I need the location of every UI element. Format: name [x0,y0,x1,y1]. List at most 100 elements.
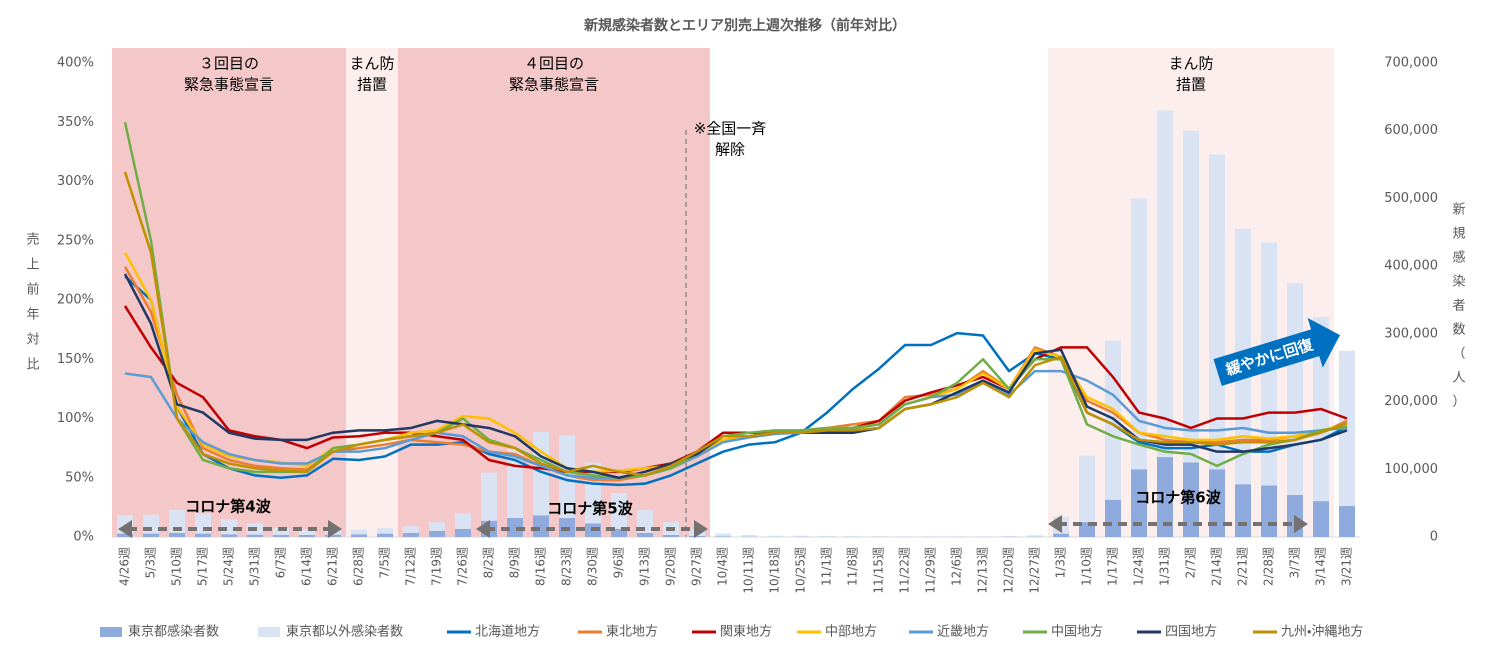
x-tick-label: 11/1週 [820,547,834,586]
x-tick-label: 12/27週 [1028,547,1042,594]
bar [169,533,185,537]
y2-tick-label: 300,000 [1384,326,1438,341]
x-tick-label: 1/10週 [1080,547,1094,586]
bar [403,526,419,533]
legend-swatch [258,627,280,637]
x-tick-label: 2/14週 [1210,547,1224,586]
bar [325,535,341,537]
x-tick-label: 12/6週 [950,547,964,586]
legend-label: 関東地方 [720,624,772,640]
bar [377,528,393,533]
wave-label: コロナ第5波 [547,500,633,518]
bar [689,536,705,537]
bar [715,536,731,537]
y-axis-title: 年 [26,308,39,323]
bar [1105,341,1121,500]
x-tick-label: 8/16週 [534,547,548,586]
x-tick-label: 11/22週 [898,547,912,594]
y2-tick-label: 0 [1430,530,1438,545]
period-label: 解除 [715,141,745,159]
bar [221,534,237,537]
period-label: 緊急事態宣言 [509,76,599,94]
x-tick-label: 7/12週 [404,547,418,586]
legend-label: 東北地方 [606,624,658,640]
period-label: 措置 [357,76,387,94]
bar [1001,536,1017,537]
bar [533,515,549,537]
bar [1079,456,1095,522]
bar [1105,500,1121,537]
x-tick-label: 12/13週 [976,547,990,594]
bar [1053,534,1069,537]
y-tick-label: 150% [57,352,94,367]
y2-tick-label: 600,000 [1384,123,1438,138]
bar [741,535,757,537]
y-tick-label: 300% [57,174,94,189]
x-tick-label: 3/21週 [1340,547,1354,586]
bar [403,533,419,537]
x-tick-label: 11/8週 [846,547,860,586]
x-tick-label: 9/6週 [612,547,626,578]
x-tick-label: 5/3週 [144,547,158,578]
bar [637,533,653,537]
x-tick-label: 11/15週 [872,547,886,594]
bar [793,536,809,537]
x-tick-label: 6/28週 [352,547,366,586]
y-axis-title: 前 [26,282,39,298]
x-tick-label: 8/9週 [508,547,522,578]
bar [819,536,835,537]
y-tick-label: 100% [57,411,94,426]
x-tick-label: 4/26週 [118,547,132,586]
y-axis-title: 売 [26,232,39,248]
x-tick-label: 9/27週 [690,547,704,586]
legend-label: 東京都感染者数 [128,624,219,640]
x-tick-label: 6/7週 [274,547,288,578]
x-tick-label: 1/24週 [1132,547,1146,586]
y2-tick-label: 700,000 [1384,56,1438,71]
bar [1261,486,1277,537]
y2-axis-title: 染 [1452,275,1465,290]
bar [1313,501,1329,537]
x-tick-label: 2/7週 [1184,547,1198,578]
y2-tick-label: 200,000 [1384,394,1438,409]
bar [845,536,861,537]
x-tick-label: 6/14週 [300,547,314,586]
y2-tick-label: 100,000 [1384,462,1438,477]
x-tick-label: 10/4週 [716,547,730,586]
legend-label: 東京都以外感染者数 [286,624,403,640]
y2-axis-title: 新 [1452,203,1465,218]
y2-axis-title: 数 [1452,323,1465,338]
x-tick-label: 3/7週 [1288,547,1302,578]
x-tick-label: 1/17週 [1106,547,1120,586]
x-tick-label: 10/11週 [742,547,756,594]
bar [351,534,367,537]
y2-axis-title: 人 [1452,371,1465,386]
period-label: ４回目の [524,55,584,73]
y2-axis-title: （ [1452,347,1465,362]
bar [767,536,783,537]
bar [481,473,497,521]
bar [377,534,393,537]
y2-axis-title: ） [1452,395,1465,410]
bar [1287,283,1303,495]
x-tick-label: 10/25週 [794,547,808,594]
x-tick-label: 8/2週 [482,547,496,578]
y-axis-title: 比 [26,358,39,373]
bar [455,513,471,529]
x-tick-label: 8/30週 [586,547,600,586]
bar [429,531,445,537]
bar [871,536,887,537]
bar [715,534,731,537]
x-tick-label: 7/26週 [456,547,470,586]
y-tick-label: 50% [65,470,94,485]
bar [1209,154,1225,469]
period-label: 緊急事態宣言 [184,76,274,94]
y-axis-title: 上 [26,258,39,273]
y-tick-label: 200% [57,293,94,308]
wave-label: コロナ第6波 [1135,489,1221,507]
x-tick-label: 2/21週 [1236,547,1250,586]
bar [143,534,159,537]
legend-label: 中部地方 [825,624,877,640]
bar [1339,506,1355,537]
